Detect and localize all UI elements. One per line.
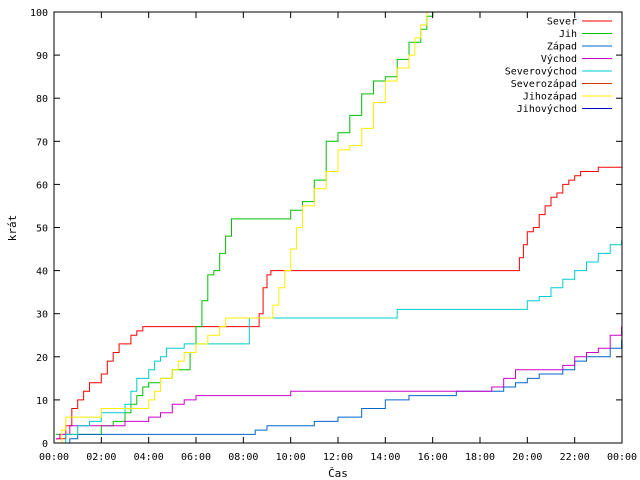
legend-label-vychod: Východ: [541, 53, 577, 65]
y-axis-label: krát: [6, 215, 19, 242]
series-line-sever: [56, 166, 622, 440]
legend-label-jihovychod: Jihovýchod: [517, 103, 577, 115]
y-tick-label: 70: [36, 137, 48, 148]
x-tick-label: 02:00: [86, 452, 116, 463]
x-axis-label: Čas: [328, 467, 348, 480]
y-tick-label: 60: [36, 180, 48, 191]
x-tick-label: 00:00: [607, 452, 637, 463]
series-line-zapad: [56, 339, 623, 444]
legend-label-severozapad: Severozápad: [511, 78, 577, 90]
x-tick-label: 18:00: [465, 452, 495, 463]
x-tick-label: 22:00: [560, 452, 590, 463]
y-tick-label: 10: [36, 396, 48, 407]
y-tick-label: 100: [30, 8, 48, 19]
y-tick-label: 90: [36, 51, 48, 62]
series-line-jihozapad: [56, 12, 428, 444]
y-tick-label: 0: [42, 439, 48, 450]
series-line-jih: [56, 12, 434, 435]
axis-ticks: 0 10 20 30 40 50 60 70 80 90 100 00:00 02:00 04:00 06:…: [30, 8, 637, 463]
y-tick-label: 50: [36, 224, 48, 235]
legend-label-sever: Sever: [547, 17, 577, 28]
y-tick-label: 30: [36, 310, 48, 321]
legend: SeverJihZápadVýchodSeverovýchodSeverozáp…: [505, 17, 612, 115]
x-tick-label: 16:00: [418, 452, 448, 463]
x-tick-label: 08:00: [228, 452, 258, 463]
y-tick-label: 80: [36, 94, 48, 105]
x-tick-label: 14:00: [370, 452, 400, 463]
legend-label-severovychod: Severovýchod: [505, 66, 577, 78]
x-tick-label: 04:00: [134, 452, 164, 463]
y-tick-label: 40: [36, 267, 48, 278]
x-tick-label: 20:00: [512, 452, 542, 463]
series-line-vychod: [56, 326, 623, 440]
series-lines: [56, 12, 623, 444]
x-tick-label: 06:00: [181, 452, 211, 463]
x-tick-label: 00:00: [39, 452, 69, 463]
x-tick-label: 12:00: [323, 452, 353, 463]
x-tick-label: 10:00: [276, 452, 306, 463]
y-tick-label: 20: [36, 353, 48, 364]
legend-label-jih: Jih: [559, 29, 577, 40]
legend-label-zapad: Západ: [547, 41, 577, 53]
legend-label-jihozapad: Jihozápad: [523, 91, 577, 103]
